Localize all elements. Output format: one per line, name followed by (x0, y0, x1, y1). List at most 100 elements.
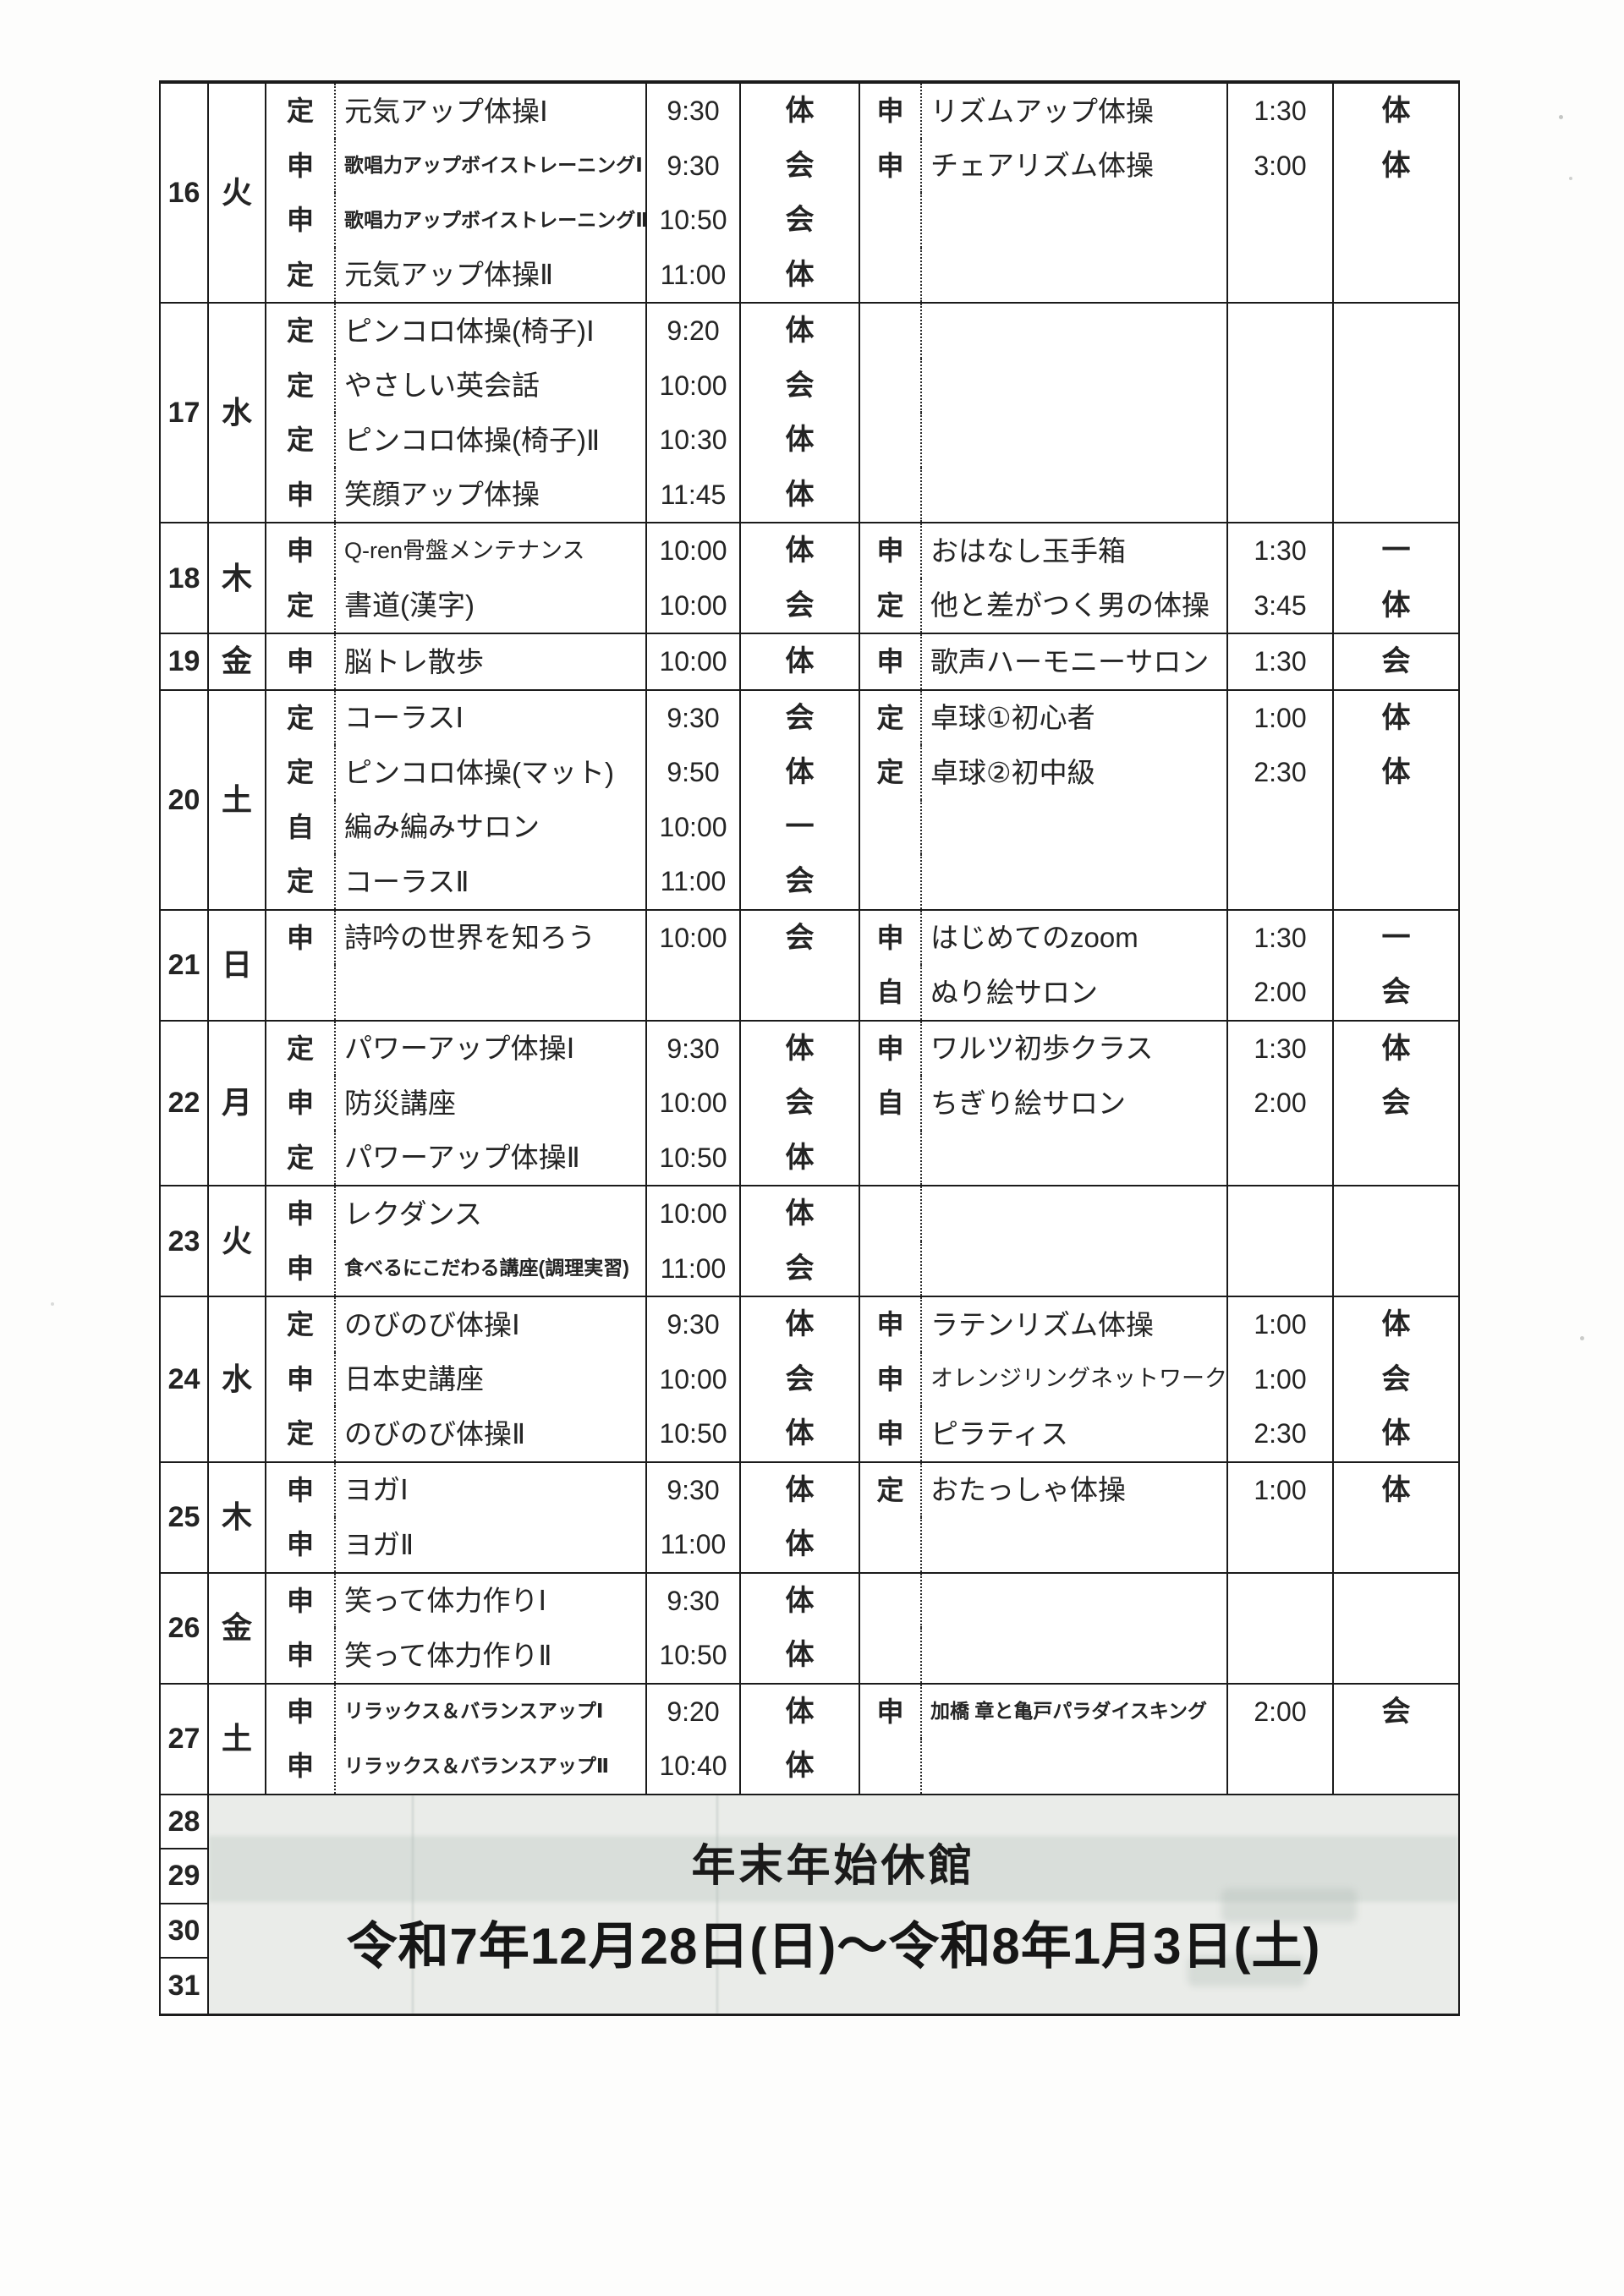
activity-name: ぬり絵サロン (922, 965, 1228, 1020)
activity-time: 1:30 (1228, 1021, 1334, 1076)
activity-name (922, 247, 1228, 302)
activity-time (1228, 358, 1334, 413)
registration-type (860, 247, 922, 302)
activity-time (1228, 854, 1334, 909)
registration-type: 申 (860, 1684, 922, 1739)
venue-code: 体 (741, 247, 860, 302)
venue-code: 体 (741, 1406, 860, 1461)
activity-name: ピラティス (922, 1406, 1228, 1461)
activity-name: 笑顔アップ体操 (336, 467, 647, 522)
weekday-label: 金 (209, 1573, 266, 1683)
closure-notice-dates: 令和7年12月28日(日)～令和8年1月3日(土) (346, 1917, 1321, 1975)
activity-time: 11:00 (647, 1517, 741, 1572)
registration-type: 申 (266, 138, 336, 193)
activity-time: 2:00 (1228, 1076, 1334, 1131)
activity-name: コーラスⅡ (336, 854, 647, 909)
day-number: 29 (161, 1849, 207, 1904)
registration-type: 定 (266, 247, 336, 302)
activity-name (922, 1573, 1228, 1628)
day-row: 16 火定元気アップ体操Ⅰ 9:30 体申リズムアップ体操 1:30 体申歌唱力アップボイ… (161, 84, 1458, 304)
day-number: 21 (161, 910, 209, 1020)
activity-name: オレンジリングネットワーク (922, 1351, 1228, 1406)
venue-code (1334, 359, 1458, 414)
weekday-label: 日 (209, 910, 266, 1020)
registration-type: 定 (266, 1406, 336, 1461)
activity-time (1228, 467, 1334, 522)
closure-section: 28 29 30 31 年末年始休館 令和7年12月28日(日)～令和8年1月3… (161, 1795, 1458, 2014)
activity-time: 10:00 (647, 1076, 741, 1131)
registration-type (860, 1130, 922, 1185)
registration-type: 申 (266, 1186, 336, 1241)
registration-type: 定 (860, 745, 922, 800)
venue-code (1334, 304, 1458, 359)
activity-time: 3:45 (1228, 578, 1334, 633)
activity-name: 編み編みサロン (336, 799, 647, 854)
venue-code: 会 (1381, 1695, 1411, 1728)
day-row: 20 土定コーラスⅠ 9:30 会定卓球①初心者 1:00 体定ピンコロ体操(マット) 9:… (161, 690, 1458, 911)
venue-code: 会 (741, 854, 860, 909)
venue-code: 体 (1381, 1032, 1411, 1065)
registration-type: 定 (266, 304, 336, 359)
activity-name: 防災講座 (336, 1076, 647, 1131)
day-number: 23 (161, 1186, 209, 1296)
venue-code: 体 (741, 523, 860, 578)
venue-code: 体 (1381, 589, 1411, 622)
activity-name: 他と差がつく男の体操 (922, 578, 1228, 633)
activity-time: 1:30 (1228, 634, 1334, 689)
registration-type: 定 (266, 1021, 336, 1076)
day-number: 18 (161, 523, 209, 633)
venue-code (1334, 800, 1458, 855)
venue-code: 体 (741, 1517, 860, 1572)
activity-time: 11:00 (647, 247, 741, 302)
registration-type: 申 (266, 193, 336, 248)
activity-time: 10:50 (647, 1406, 741, 1461)
venue-code: 会 (741, 690, 860, 745)
registration-type: 自 (266, 799, 336, 854)
activity-time: 3:00 (1228, 138, 1334, 193)
activity-name (922, 467, 1228, 522)
venue-code (1334, 854, 1458, 909)
registration-type: 申 (266, 1351, 336, 1406)
activity-name: おはなし玉手箱 (922, 523, 1228, 578)
registration-type: 申 (860, 1297, 922, 1352)
activity-name: 加橋 章と亀戸パラダイスキング (922, 1684, 1228, 1739)
activity-name (922, 193, 1228, 248)
registration-type: 自 (860, 1076, 922, 1131)
registration-type (860, 193, 922, 248)
activity-name: 卓球①初心者 (922, 690, 1228, 745)
activity-time: 9:50 (647, 745, 741, 800)
venue-code (1334, 1131, 1458, 1186)
venue-code: 体 (741, 413, 860, 468)
registration-type: 申 (266, 523, 336, 578)
activity-time: 9:30 (647, 1573, 741, 1628)
activity-time: 10:00 (647, 1186, 741, 1241)
registration-type: 申 (266, 1241, 336, 1296)
registration-type: 申 (266, 1739, 336, 1794)
activity-time: 1:00 (1228, 1297, 1334, 1352)
weekday-label: 水 (209, 304, 266, 522)
venue-code: 会 (741, 1076, 860, 1131)
activity-time: 10:40 (647, 1739, 741, 1794)
activity-time (647, 965, 741, 1020)
day-row: 22 月定パワーアップ体操Ⅰ 9:30 体申ワルツ初歩クラス 1:30 体申防災講座 10:… (161, 1021, 1458, 1186)
venue-code: 体 (741, 1628, 860, 1683)
venue-code: 体 (741, 304, 860, 359)
closure-notice-cell: 年末年始休館 令和7年12月28日(日)～令和8年1月3日(土) (209, 1795, 1458, 2014)
activity-name: ピンコロ体操(椅子)Ⅰ (336, 304, 647, 359)
venue-code: 会 (741, 1241, 860, 1296)
venue-code: 会 (741, 578, 860, 633)
registration-type (860, 358, 922, 413)
activity-name: ヨガⅡ (336, 1517, 647, 1572)
scan-speck (1569, 177, 1572, 180)
activity-name: ヨガⅠ (336, 1462, 647, 1517)
registration-type: 申 (860, 634, 922, 689)
venue-code: 体 (741, 1021, 860, 1076)
day-number: 20 (161, 690, 209, 909)
registration-type: 申 (860, 1351, 922, 1406)
activity-time (1228, 304, 1334, 359)
activity-name: パワーアップ体操Ⅱ (336, 1130, 647, 1185)
activity-name: 笑って体力作りⅠ (336, 1573, 647, 1628)
activity-time: 11:00 (647, 854, 741, 909)
activity-time: 11:45 (647, 467, 741, 522)
venue-code: 体 (741, 84, 860, 139)
